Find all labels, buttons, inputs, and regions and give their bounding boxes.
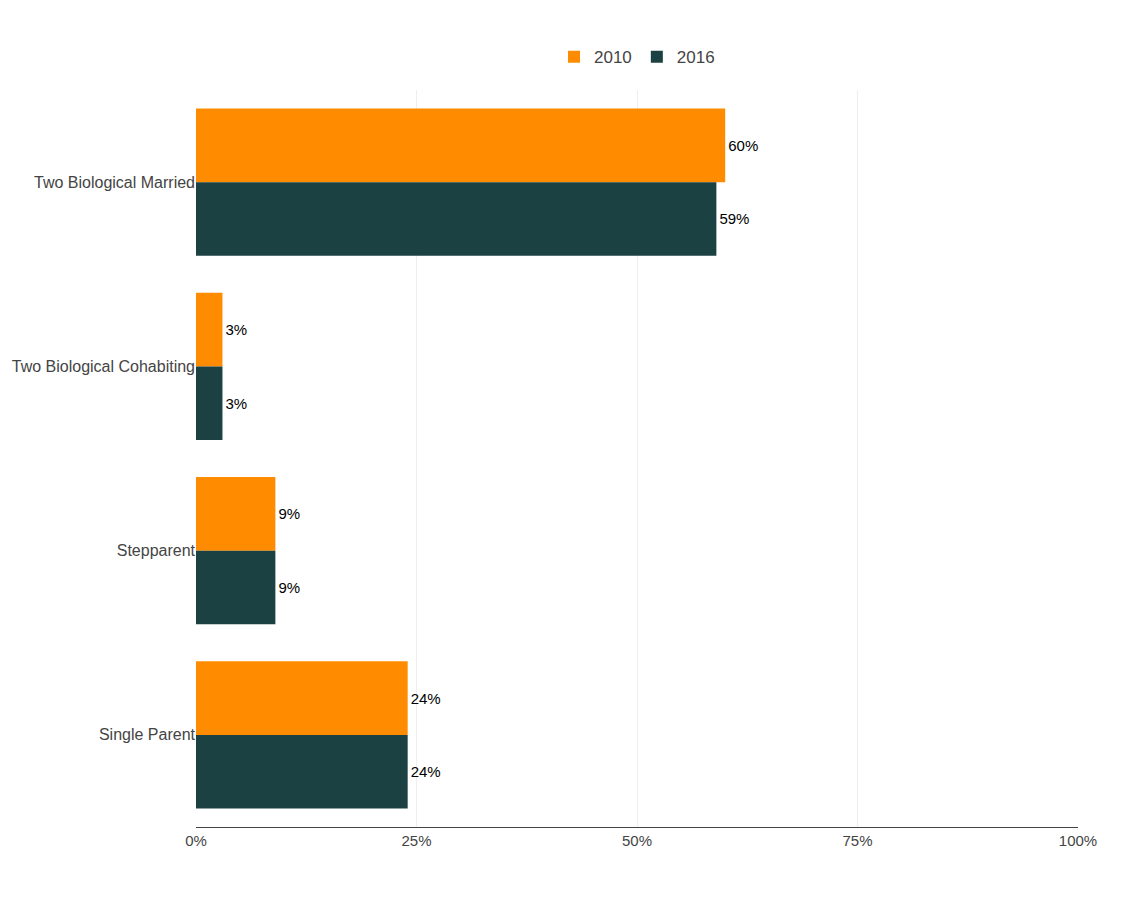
svg-text:Two Biological Cohabiting: Two Biological Cohabiting <box>12 358 195 375</box>
svg-text:9%: 9% <box>278 579 300 596</box>
svg-text:Stepparent: Stepparent <box>117 542 196 559</box>
svg-text:60%: 60% <box>728 137 758 154</box>
svg-text:2010: 2010 <box>594 48 632 67</box>
svg-text:24%: 24% <box>411 763 441 780</box>
svg-text:59%: 59% <box>719 210 749 227</box>
svg-text:75%: 75% <box>842 832 872 849</box>
svg-text:Two Biological Married: Two Biological Married <box>34 174 195 191</box>
svg-text:Single Parent: Single Parent <box>99 726 196 743</box>
svg-text:2016: 2016 <box>677 48 715 67</box>
svg-text:3%: 3% <box>225 395 247 412</box>
svg-text:100%: 100% <box>1059 832 1097 849</box>
svg-text:3%: 3% <box>225 321 247 338</box>
svg-text:50%: 50% <box>622 832 652 849</box>
svg-text:24%: 24% <box>411 690 441 707</box>
svg-text:0%: 0% <box>185 832 207 849</box>
svg-text:9%: 9% <box>278 505 300 522</box>
svg-text:25%: 25% <box>401 832 431 849</box>
